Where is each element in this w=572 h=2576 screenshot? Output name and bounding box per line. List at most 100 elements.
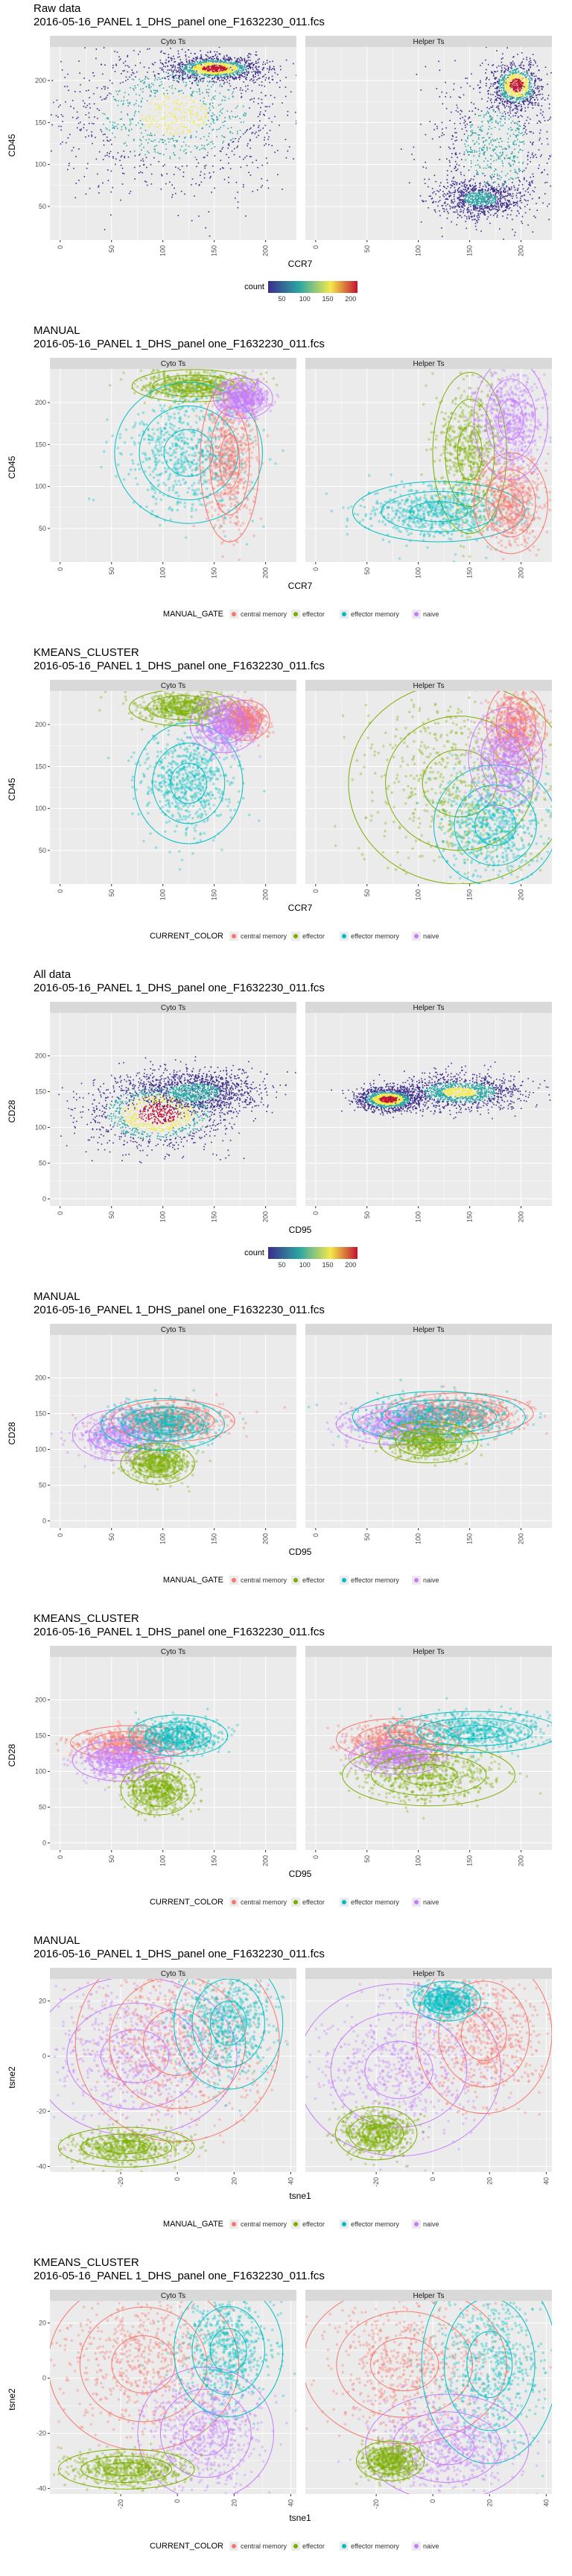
data-point	[212, 78, 214, 80]
data-point	[534, 80, 536, 81]
data-point	[500, 194, 502, 195]
data-point	[174, 75, 175, 78]
data-point	[530, 95, 533, 97]
data-point	[203, 70, 205, 72]
data-point	[265, 157, 267, 160]
data-point	[471, 151, 473, 154]
data-point	[521, 79, 523, 81]
data-point	[210, 72, 212, 74]
data-point	[500, 187, 502, 189]
data-point	[492, 72, 494, 74]
data-point	[538, 78, 540, 80]
data-point	[127, 134, 130, 136]
data-point	[514, 231, 516, 233]
data-point	[257, 72, 259, 75]
data-point	[519, 73, 521, 75]
data-point	[503, 91, 506, 93]
data-point	[105, 127, 107, 129]
data-point	[201, 144, 203, 146]
data-point	[527, 200, 529, 202]
data-point	[237, 66, 238, 68]
data-point	[532, 231, 534, 233]
data-point	[202, 121, 204, 124]
data-point	[200, 55, 203, 57]
data-point	[243, 121, 244, 123]
data-point	[503, 95, 505, 98]
data-point	[509, 110, 511, 112]
data-point	[467, 201, 468, 203]
data-point	[206, 65, 208, 67]
data-point	[461, 128, 463, 130]
data-point	[531, 89, 533, 92]
data-point	[194, 121, 195, 122]
data-point	[181, 72, 183, 74]
data-point	[490, 158, 492, 160]
data-point	[427, 186, 429, 188]
data-point	[526, 57, 528, 58]
data-point	[223, 72, 226, 74]
data-point	[498, 80, 500, 81]
data-point	[69, 162, 70, 165]
data-point	[149, 95, 150, 97]
data-point	[446, 179, 448, 180]
data-point	[121, 168, 124, 169]
data-point	[158, 153, 160, 154]
data-point	[252, 79, 255, 81]
data-point	[454, 206, 457, 207]
data-point	[155, 92, 156, 94]
data-point	[235, 138, 236, 139]
data-point	[526, 180, 527, 182]
data-point	[198, 124, 200, 126]
data-point	[199, 76, 200, 78]
data-point	[441, 91, 443, 93]
data-point	[217, 57, 219, 60]
data-point	[139, 154, 140, 156]
data-point	[193, 58, 195, 60]
data-point	[144, 124, 146, 127]
data-point	[101, 99, 103, 101]
data-point	[41, 97, 42, 98]
data-point	[483, 206, 486, 207]
data-point	[514, 168, 516, 171]
data-point	[504, 81, 506, 83]
data-point	[256, 79, 258, 80]
data-point	[535, 101, 537, 104]
data-point	[182, 171, 185, 173]
data-point	[67, 168, 69, 171]
data-point	[226, 69, 228, 71]
data-point	[483, 191, 484, 193]
data-point	[190, 134, 192, 136]
points-layer	[400, 47, 552, 240]
data-point	[469, 147, 471, 149]
data-point	[272, 60, 273, 63]
data-point	[447, 203, 448, 205]
data-point	[527, 93, 529, 95]
data-point	[501, 154, 503, 156]
data-point	[88, 250, 89, 252]
data-point	[527, 92, 529, 94]
data-point	[538, 69, 540, 72]
data-point	[248, 171, 250, 174]
data-point	[494, 82, 495, 83]
data-point	[248, 72, 250, 74]
data-point	[137, 54, 139, 55]
data-point	[530, 85, 533, 87]
data-point	[266, 132, 268, 134]
data-point	[242, 66, 244, 68]
data-point	[258, 127, 259, 128]
data-point	[230, 57, 232, 60]
data-point	[501, 69, 503, 72]
data-point	[242, 75, 244, 78]
data-point	[509, 164, 511, 165]
data-point	[113, 125, 115, 127]
data-point	[466, 195, 468, 197]
data-point	[188, 78, 190, 80]
data-point	[513, 82, 515, 83]
data-point	[518, 77, 520, 79]
data-point	[509, 101, 512, 103]
data-point	[235, 77, 238, 79]
data-point	[240, 121, 242, 123]
data-point	[265, 77, 267, 79]
data-point	[203, 148, 205, 149]
data-point	[499, 189, 501, 191]
